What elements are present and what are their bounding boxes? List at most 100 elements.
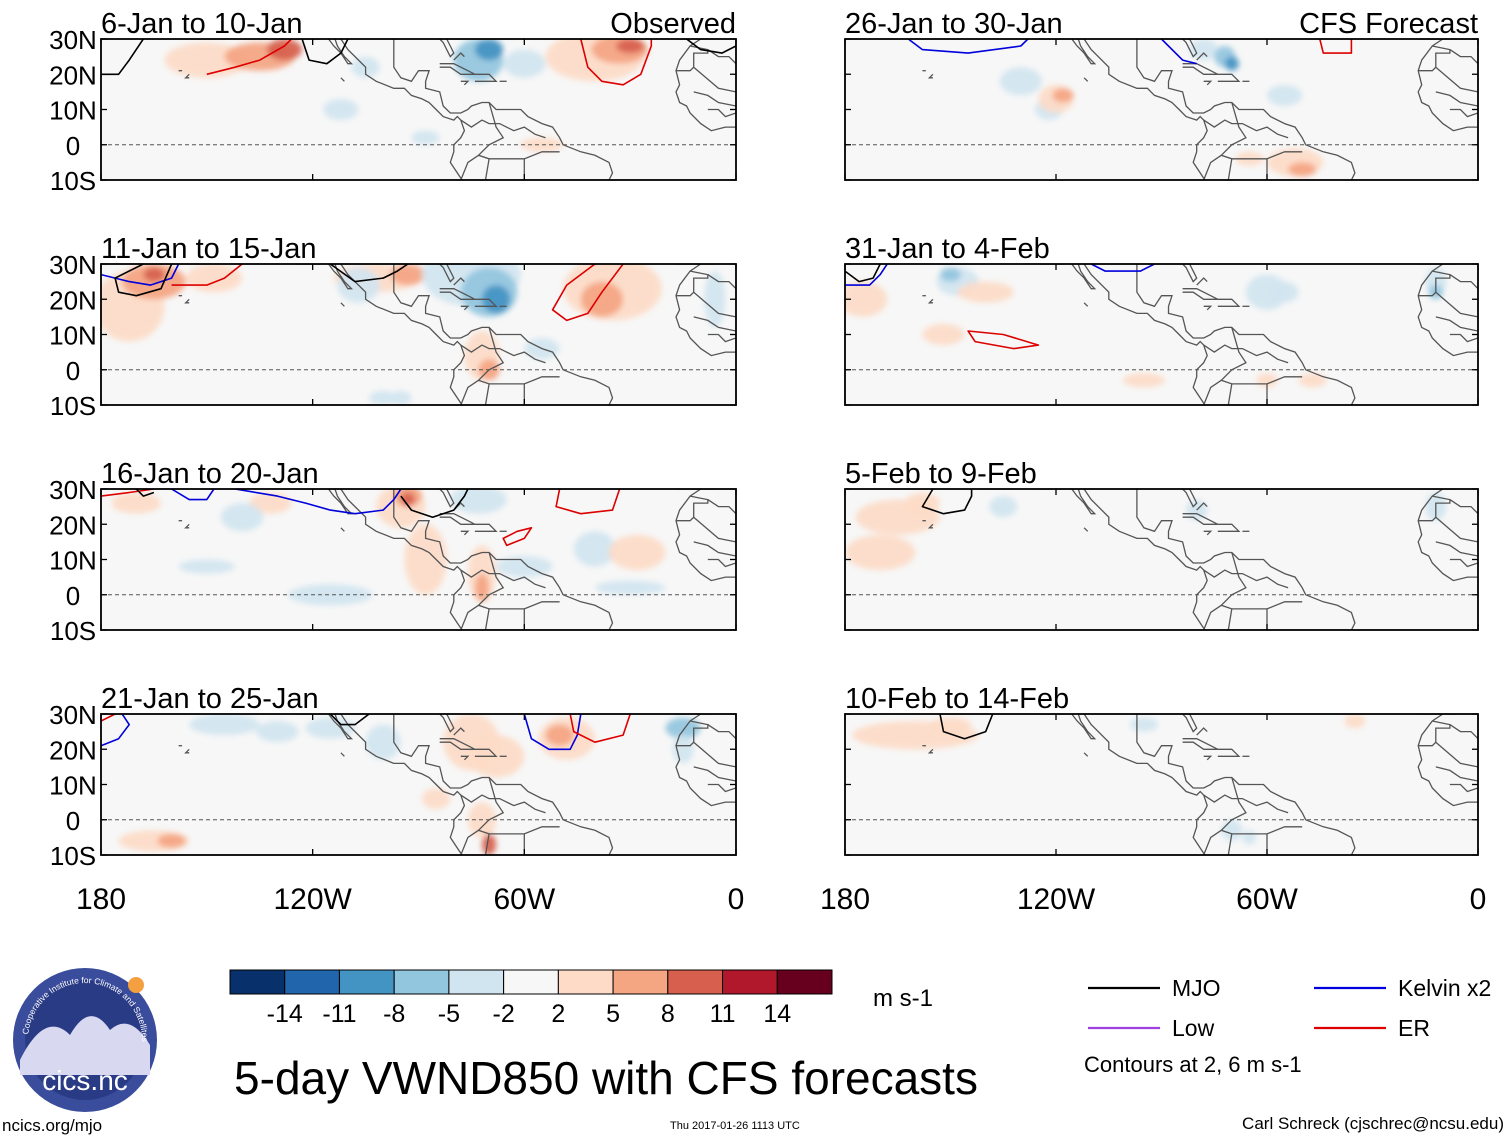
coastline (1435, 66, 1478, 93)
panel-forecast-4: 10-Feb to 14-Feb (844, 683, 1479, 856)
coastline (693, 316, 736, 332)
colorbar-label: 5 (606, 1000, 620, 1028)
panel-title: 21-Jan to 25-Jan (101, 683, 319, 715)
panel-observed-1: 6-Jan to 10-Jan Observed (100, 8, 737, 181)
coastline (393, 39, 614, 180)
coastline (474, 73, 498, 82)
anomaly-negative (1267, 84, 1303, 106)
lon-tick-label: 0 (728, 883, 745, 916)
lat-tick-label: 20N (49, 60, 97, 90)
coastline (1196, 727, 1208, 736)
coastline (1227, 608, 1233, 630)
anomaly-negative (672, 735, 694, 764)
author-credit: Carl Schreck (cjschrec@ncsu.edu) (1242, 1114, 1504, 1133)
anomaly-negative (411, 130, 440, 145)
coastline (339, 264, 466, 405)
coastline (693, 766, 736, 782)
kelvin-contour (845, 264, 888, 286)
colorbar-swatch (393, 969, 450, 995)
panel-plot-area (845, 489, 1478, 648)
kelvin-contour (171, 489, 215, 501)
mjo-contour (921, 489, 973, 515)
kelvin-contour (1160, 39, 1197, 65)
panel-observed-4: 21-Jan to 25-Jan (100, 683, 737, 856)
coastlines (922, 714, 1478, 855)
lon-tick-label: 120W (1017, 883, 1096, 916)
filter-contours (921, 489, 973, 515)
filter-contours (101, 264, 624, 322)
coastline (1203, 530, 1213, 536)
coastline (484, 833, 490, 855)
panel-background (101, 714, 736, 855)
lat-tick-label: 10N (49, 546, 97, 576)
kelvin-contour (234, 489, 402, 515)
coastline (1435, 91, 1478, 107)
coastline (1070, 264, 1097, 290)
panel-title: 26-Jan to 30-Jan (845, 8, 1063, 40)
coastline (1203, 794, 1289, 814)
er-contour (580, 39, 653, 86)
coastline (460, 829, 479, 855)
anomaly-negative (369, 390, 398, 405)
coastline (1417, 714, 1478, 807)
anomaly-negative (220, 503, 264, 532)
lat-tick-label: 20N (49, 285, 97, 315)
coastlines (178, 39, 736, 180)
lon-tick-label: 120W (273, 883, 352, 916)
coastline (1136, 39, 1356, 180)
coastline (1083, 527, 1089, 532)
coastline (453, 727, 465, 736)
coastline (184, 523, 190, 529)
axes: 30N 20N 10N 0 10S 30N 20N 10N 0 10S 30N 20N 10N 0 10S 3… (49, 25, 1486, 916)
colorbar-swatch (338, 969, 395, 995)
coastline (1070, 714, 1097, 740)
site-link[interactable]: ncics.org/mjo (2, 1116, 103, 1135)
anomaly-positive (1344, 714, 1366, 729)
logo-text: cics.nc (42, 1065, 128, 1096)
anomaly-negative (939, 267, 962, 282)
anomaly-negative (178, 559, 236, 574)
coastline (707, 108, 736, 118)
lon-tick-label: 0 (1470, 883, 1487, 916)
coastline (707, 274, 736, 290)
anomaly-positive (845, 281, 888, 317)
coastline (393, 489, 614, 630)
anomaly-negative (1129, 717, 1158, 732)
anomaly-negative (989, 496, 1018, 518)
coastline (453, 277, 465, 286)
coastline (707, 783, 736, 793)
panel-plot-area (845, 264, 1478, 405)
kelvin-contour (1090, 264, 1155, 272)
coastline (464, 409, 471, 423)
anomaly-negative (1221, 819, 1243, 841)
coastline (1207, 634, 1214, 648)
coastline (184, 748, 190, 754)
lat-tick-label: 30N (49, 700, 97, 730)
coastline (439, 714, 455, 733)
coastline (1449, 333, 1478, 343)
panel-title: 5-Feb to 9-Feb (845, 458, 1037, 490)
anomaly-positive (422, 788, 451, 810)
coastline (1227, 158, 1233, 180)
coastline (1083, 77, 1089, 82)
coastline (1196, 277, 1208, 286)
lat-tick-label: 0 (66, 131, 80, 161)
anomaly-positive (580, 281, 624, 317)
anomaly-negative (1242, 830, 1257, 845)
filter-contours (939, 714, 994, 740)
coastline (474, 748, 498, 757)
mjo-contour (301, 39, 349, 65)
coastline (1083, 752, 1089, 757)
colorbar: -14 -11 -8 -5 -2 2 5 8 11 14 (229, 969, 833, 1028)
er-contour (967, 330, 1040, 350)
mjo-contour (939, 714, 994, 740)
coastline (693, 741, 736, 768)
coastlines (922, 264, 1478, 405)
lon-tick-label: 180 (820, 883, 870, 916)
anomaly-negative (1224, 56, 1239, 71)
coastline (1136, 489, 1356, 630)
column-header: Observed (610, 8, 736, 40)
filter-contours (101, 714, 631, 751)
coastline (1449, 724, 1478, 740)
coastline (1449, 274, 1478, 290)
